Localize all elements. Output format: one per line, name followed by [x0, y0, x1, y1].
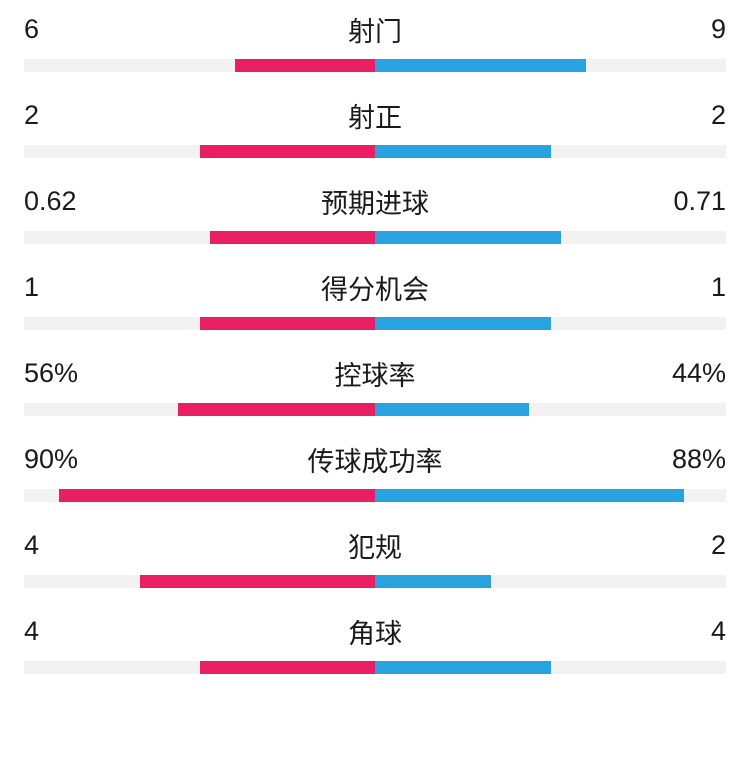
stat-label: 得分机会: [321, 268, 429, 307]
stat-label: 射正: [348, 96, 402, 135]
stat-row: 6 射门 9: [24, 10, 726, 72]
stat-row: 1 得分机会 1: [24, 268, 726, 330]
stat-row: 0.62 预期进球 0.71: [24, 182, 726, 244]
stat-header: 1 得分机会 1: [24, 268, 726, 307]
bar-left-fill: [200, 317, 376, 330]
stat-header: 2 射正 2: [24, 96, 726, 135]
stat-right-value: 88%: [672, 444, 726, 475]
bar-left-fill: [59, 489, 375, 502]
stat-bar-track: [24, 231, 726, 244]
bar-right-container: [375, 489, 726, 502]
stat-row: 56% 控球率 44%: [24, 354, 726, 416]
bar-left-container: [24, 59, 375, 72]
stat-bar-track: [24, 145, 726, 158]
bar-right-fill: [375, 661, 551, 674]
stat-header: 4 犯规 2: [24, 526, 726, 565]
stat-right-value: 44%: [672, 358, 726, 389]
stat-left-value: 56%: [24, 358, 78, 389]
stat-right-value: 1: [711, 272, 726, 303]
stat-row: 4 犯规 2: [24, 526, 726, 588]
stat-header: 56% 控球率 44%: [24, 354, 726, 393]
stat-label: 射门: [348, 10, 402, 49]
stat-header: 4 角球 4: [24, 612, 726, 651]
stat-label: 控球率: [335, 354, 416, 393]
stat-left-value: 1: [24, 272, 39, 303]
bar-left-container: [24, 575, 375, 588]
stat-header: 90% 传球成功率 88%: [24, 440, 726, 479]
bar-right-container: [375, 59, 726, 72]
bar-right-container: [375, 145, 726, 158]
stat-left-value: 90%: [24, 444, 78, 475]
bar-left-fill: [200, 661, 376, 674]
stat-left-value: 4: [24, 616, 39, 647]
bar-left-container: [24, 489, 375, 502]
stat-bar-track: [24, 317, 726, 330]
bar-left-container: [24, 317, 375, 330]
stat-label: 角球: [348, 612, 402, 651]
bar-left-fill: [210, 231, 375, 244]
stat-bar-track: [24, 403, 726, 416]
stat-left-value: 6: [24, 14, 39, 45]
stat-bar-track: [24, 661, 726, 674]
stat-label: 犯规: [348, 526, 402, 565]
stat-right-value: 9: [711, 14, 726, 45]
bar-right-fill: [375, 59, 586, 72]
stat-right-value: 0.71: [673, 186, 726, 217]
bar-right-fill: [375, 145, 551, 158]
stat-right-value: 2: [711, 530, 726, 561]
stat-row: 2 射正 2: [24, 96, 726, 158]
stat-label: 预期进球: [321, 182, 429, 221]
stat-bar-track: [24, 59, 726, 72]
bar-left-fill: [178, 403, 375, 416]
bar-left-fill: [235, 59, 375, 72]
stat-bar-track: [24, 489, 726, 502]
bar-right-fill: [375, 575, 491, 588]
stat-label: 传球成功率: [308, 440, 443, 479]
stat-left-value: 4: [24, 530, 39, 561]
stat-row: 4 角球 4: [24, 612, 726, 674]
bar-left-container: [24, 145, 375, 158]
stat-row: 90% 传球成功率 88%: [24, 440, 726, 502]
bar-left-container: [24, 231, 375, 244]
stat-left-value: 2: [24, 100, 39, 131]
match-stats-container: 6 射门 9 2 射正 2 0.62 预期进球 0.71 1 得分机会 1 56% 控球率 44% 90% 传球…: [24, 10, 726, 674]
bar-right-fill: [375, 489, 684, 502]
bar-right-fill: [375, 317, 551, 330]
stat-header: 0.62 预期进球 0.71: [24, 182, 726, 221]
bar-left-fill: [200, 145, 376, 158]
bar-right-fill: [375, 403, 529, 416]
bar-right-container: [375, 231, 726, 244]
bar-right-container: [375, 661, 726, 674]
stat-left-value: 0.62: [24, 186, 77, 217]
bar-right-container: [375, 317, 726, 330]
stat-right-value: 2: [711, 100, 726, 131]
bar-left-container: [24, 403, 375, 416]
bar-right-container: [375, 403, 726, 416]
stat-header: 6 射门 9: [24, 10, 726, 49]
bar-right-container: [375, 575, 726, 588]
bar-right-fill: [375, 231, 561, 244]
stat-bar-track: [24, 575, 726, 588]
bar-left-container: [24, 661, 375, 674]
stat-right-value: 4: [711, 616, 726, 647]
bar-left-fill: [140, 575, 375, 588]
